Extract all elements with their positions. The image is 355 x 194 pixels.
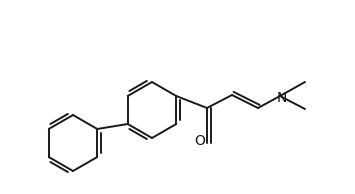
Text: N: N xyxy=(277,91,287,105)
Text: O: O xyxy=(195,134,206,148)
